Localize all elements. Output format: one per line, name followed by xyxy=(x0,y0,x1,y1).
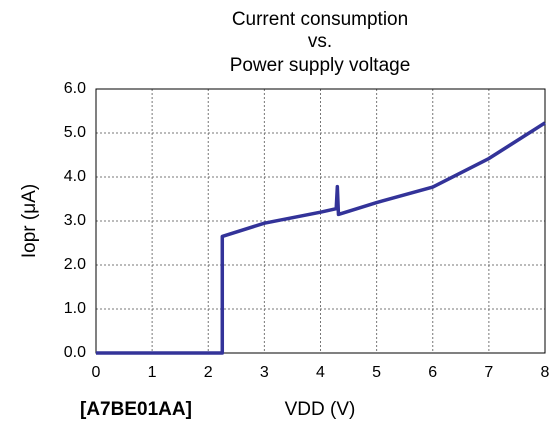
y-tick-label: 3.0 xyxy=(64,212,86,229)
y-tick-label: 1.0 xyxy=(64,300,86,317)
x-tick-label: 3 xyxy=(260,364,269,381)
data-line xyxy=(96,121,546,355)
y-tick-label: 2.0 xyxy=(64,256,86,273)
plot-border xyxy=(95,88,546,354)
y-tick-label: 0.0 xyxy=(64,344,86,361)
x-tick-label: 0 xyxy=(92,364,101,381)
y-tick-label: 6.0 xyxy=(64,80,86,97)
y-tick-label: 4.0 xyxy=(64,168,86,185)
x-tick-label: 2 xyxy=(204,364,213,381)
x-tick-label: 1 xyxy=(148,364,157,381)
chart-title: vs. xyxy=(308,31,332,52)
x-tick-label: 7 xyxy=(484,364,493,381)
x-tick-label: 8 xyxy=(541,364,550,381)
y-tick-label: 5.0 xyxy=(64,124,86,141)
x-tick-label: 5 xyxy=(372,364,381,381)
x-tick-label: 4 xyxy=(316,364,325,381)
x-tick-label: 6 xyxy=(428,364,437,381)
chart-title: Power supply voltage xyxy=(230,55,411,76)
chart-title: Current consumption xyxy=(232,9,408,30)
x-axis-label: VDD (V) xyxy=(285,399,356,420)
annotation: [A7BE01AA] xyxy=(80,399,192,420)
y-axis-label: Iopr (μA) xyxy=(19,184,40,258)
